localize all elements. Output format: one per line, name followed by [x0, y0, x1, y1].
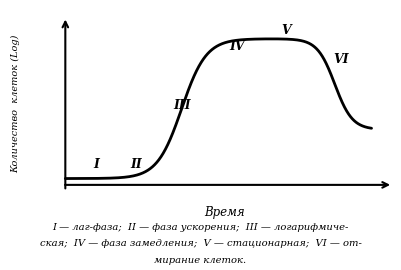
Text: ская;  IV — фаза замедления;  V — стационарная;  VI — от-: ская; IV — фаза замедления; V — стациона…	[40, 239, 361, 248]
Text: IV: IV	[229, 40, 245, 53]
Text: II: II	[130, 158, 142, 171]
Text: III: III	[173, 99, 190, 112]
Text: VI: VI	[333, 53, 349, 66]
Text: мирание клеток.: мирание клеток.	[154, 256, 247, 265]
Text: I — лаг-фаза;  II — фаза ускорения;  III — логарифмиче-: I — лаг-фаза; II — фаза ускорения; III —…	[52, 223, 349, 232]
Text: Время: Время	[204, 205, 245, 218]
Text: V: V	[281, 25, 291, 38]
Text: Количество  клеток (Log): Количество клеток (Log)	[11, 35, 20, 173]
Text: I: I	[93, 158, 99, 171]
